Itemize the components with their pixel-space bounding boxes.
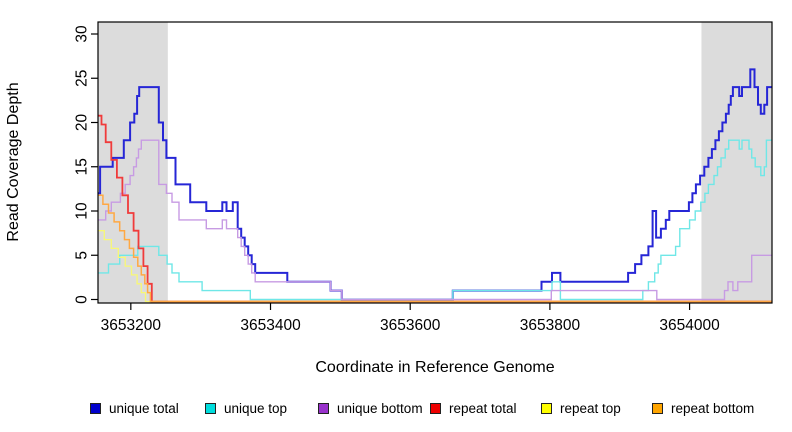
x-tick-label: 3653800	[520, 317, 581, 334]
y-tick-label: 15	[74, 158, 91, 175]
y-tick-label: 0	[74, 295, 91, 304]
legend-label: unique total	[109, 400, 179, 416]
legend-item-repeat-bottom: repeat bottom	[652, 398, 754, 418]
legend-item-unique-bottom: unique bottom	[318, 398, 423, 418]
shaded-repeat-region-1	[98, 22, 168, 303]
series-line-unique-bottom	[98, 139, 772, 301]
plot-border	[97, 21, 773, 304]
legend-label: unique bottom	[337, 400, 423, 416]
shaded-repeat-region-2	[701, 22, 772, 303]
series-line-repeat-total	[98, 114, 772, 303]
y-tick-label: 10	[74, 202, 91, 220]
y-tick-label: 30	[74, 25, 91, 43]
y-tick-label: 5	[74, 251, 91, 260]
legend-item-unique-top: unique top	[205, 398, 287, 418]
series-line-unique-top	[98, 139, 772, 301]
legend-swatch-icon	[430, 402, 441, 414]
series-line-repeat-bottom	[98, 194, 772, 303]
legend-label: repeat top	[560, 400, 621, 416]
legend-label: repeat total	[449, 400, 517, 416]
legend-swatch-icon	[318, 402, 329, 414]
x-tick-label: 3653200	[101, 317, 162, 334]
legend-item-repeat-top: repeat top	[541, 398, 621, 418]
legend-item-unique-total: unique total	[90, 398, 179, 418]
y-axis-title: Read Coverage Depth	[5, 82, 22, 242]
plot-legend: unique total unique top unique bottom repea…	[0, 398, 792, 422]
x-tick-label: 3653400	[240, 317, 301, 334]
x-tick-label: 3654000	[659, 317, 720, 334]
series-line-repeat-top	[98, 230, 772, 303]
x-tick-label: 3653600	[380, 317, 441, 334]
legend-swatch-icon	[541, 402, 552, 414]
coverage-plot-canvas: 3653200 3653400 3653600 3653800 3654000 0 5 10 1…	[74, 21, 773, 334]
y-tick-label: 20	[74, 114, 91, 132]
series-line-unique-total	[98, 68, 772, 301]
legend-swatch-icon	[652, 402, 663, 414]
legend-swatch-icon	[90, 402, 101, 414]
legend-swatch-icon	[205, 402, 216, 414]
y-tick-label: 25	[74, 70, 91, 87]
legend-item-repeat-total: repeat total	[430, 398, 517, 418]
legend-label: unique top	[224, 400, 288, 416]
legend-label: repeat bottom	[671, 400, 755, 416]
x-axis-title: Coordinate in Reference Genome	[315, 359, 555, 376]
